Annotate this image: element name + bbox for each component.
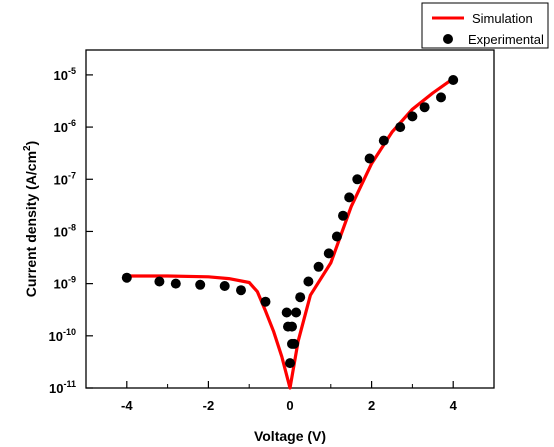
legend-experimental-marker <box>443 34 453 44</box>
legend-box <box>421 2 549 49</box>
legend-experimental-label: Experimental <box>468 32 544 47</box>
experimental-point <box>395 122 406 133</box>
x-tick-label: 2 <box>368 398 375 413</box>
experimental-point <box>281 307 292 318</box>
y-tick-label: 10-5 <box>54 66 76 83</box>
simulation-line <box>125 76 455 390</box>
plot-frame <box>85 49 495 389</box>
experimental-point <box>260 296 271 307</box>
experimental-point <box>303 276 314 287</box>
x-tick-label: -4 <box>121 398 133 413</box>
experimental-point <box>419 102 430 113</box>
experimental-point <box>283 321 293 332</box>
x-axis-title: Voltage (V) <box>254 428 326 444</box>
y-tick-label: 10-9 <box>54 275 76 292</box>
experimental-point <box>236 285 246 296</box>
experimental-point <box>291 307 302 318</box>
x-axis: -4 -2 0 2 4 <box>85 381 495 413</box>
y-tick-label: 10-7 <box>54 170 76 187</box>
experimental-point <box>448 75 459 85</box>
y-axis-title: Current density (A/cm2) <box>22 141 39 297</box>
experimental-point <box>436 92 446 103</box>
y-tick-label: 10-11 <box>49 379 76 396</box>
experimental-point <box>338 210 348 221</box>
experimental-point <box>154 276 165 287</box>
experimental-point <box>331 231 342 242</box>
experimental-point <box>323 248 334 259</box>
experimental-point <box>313 261 324 272</box>
y-tick-label: 10-6 <box>54 118 76 135</box>
experimental-point <box>378 135 389 146</box>
x-tick-label: 4 <box>450 398 458 413</box>
experimental-point <box>344 192 355 203</box>
y-axis: 10-11 10-10 10-9 10-8 10-7 10-6 10-5 <box>49 66 93 396</box>
y-tick-label: 10-10 <box>49 327 76 344</box>
experimental-point <box>364 153 375 164</box>
x-tick-label: 0 <box>286 398 293 413</box>
y-tick-label: 10-8 <box>54 222 76 239</box>
experimental-point <box>287 338 297 349</box>
experimental-point <box>295 292 306 303</box>
experimental-point <box>407 111 418 122</box>
experimental-point <box>195 279 206 290</box>
experimental-point <box>219 281 230 291</box>
experimental-point <box>170 278 181 289</box>
legend-simulation-label: Simulation <box>472 11 533 26</box>
experimental-point <box>285 358 295 369</box>
legend: Simulation Experimental <box>421 2 549 49</box>
plot-area <box>121 75 459 390</box>
x-tick-label: -2 <box>203 398 215 413</box>
experimental-point <box>121 272 132 283</box>
experimental-point <box>352 174 363 185</box>
